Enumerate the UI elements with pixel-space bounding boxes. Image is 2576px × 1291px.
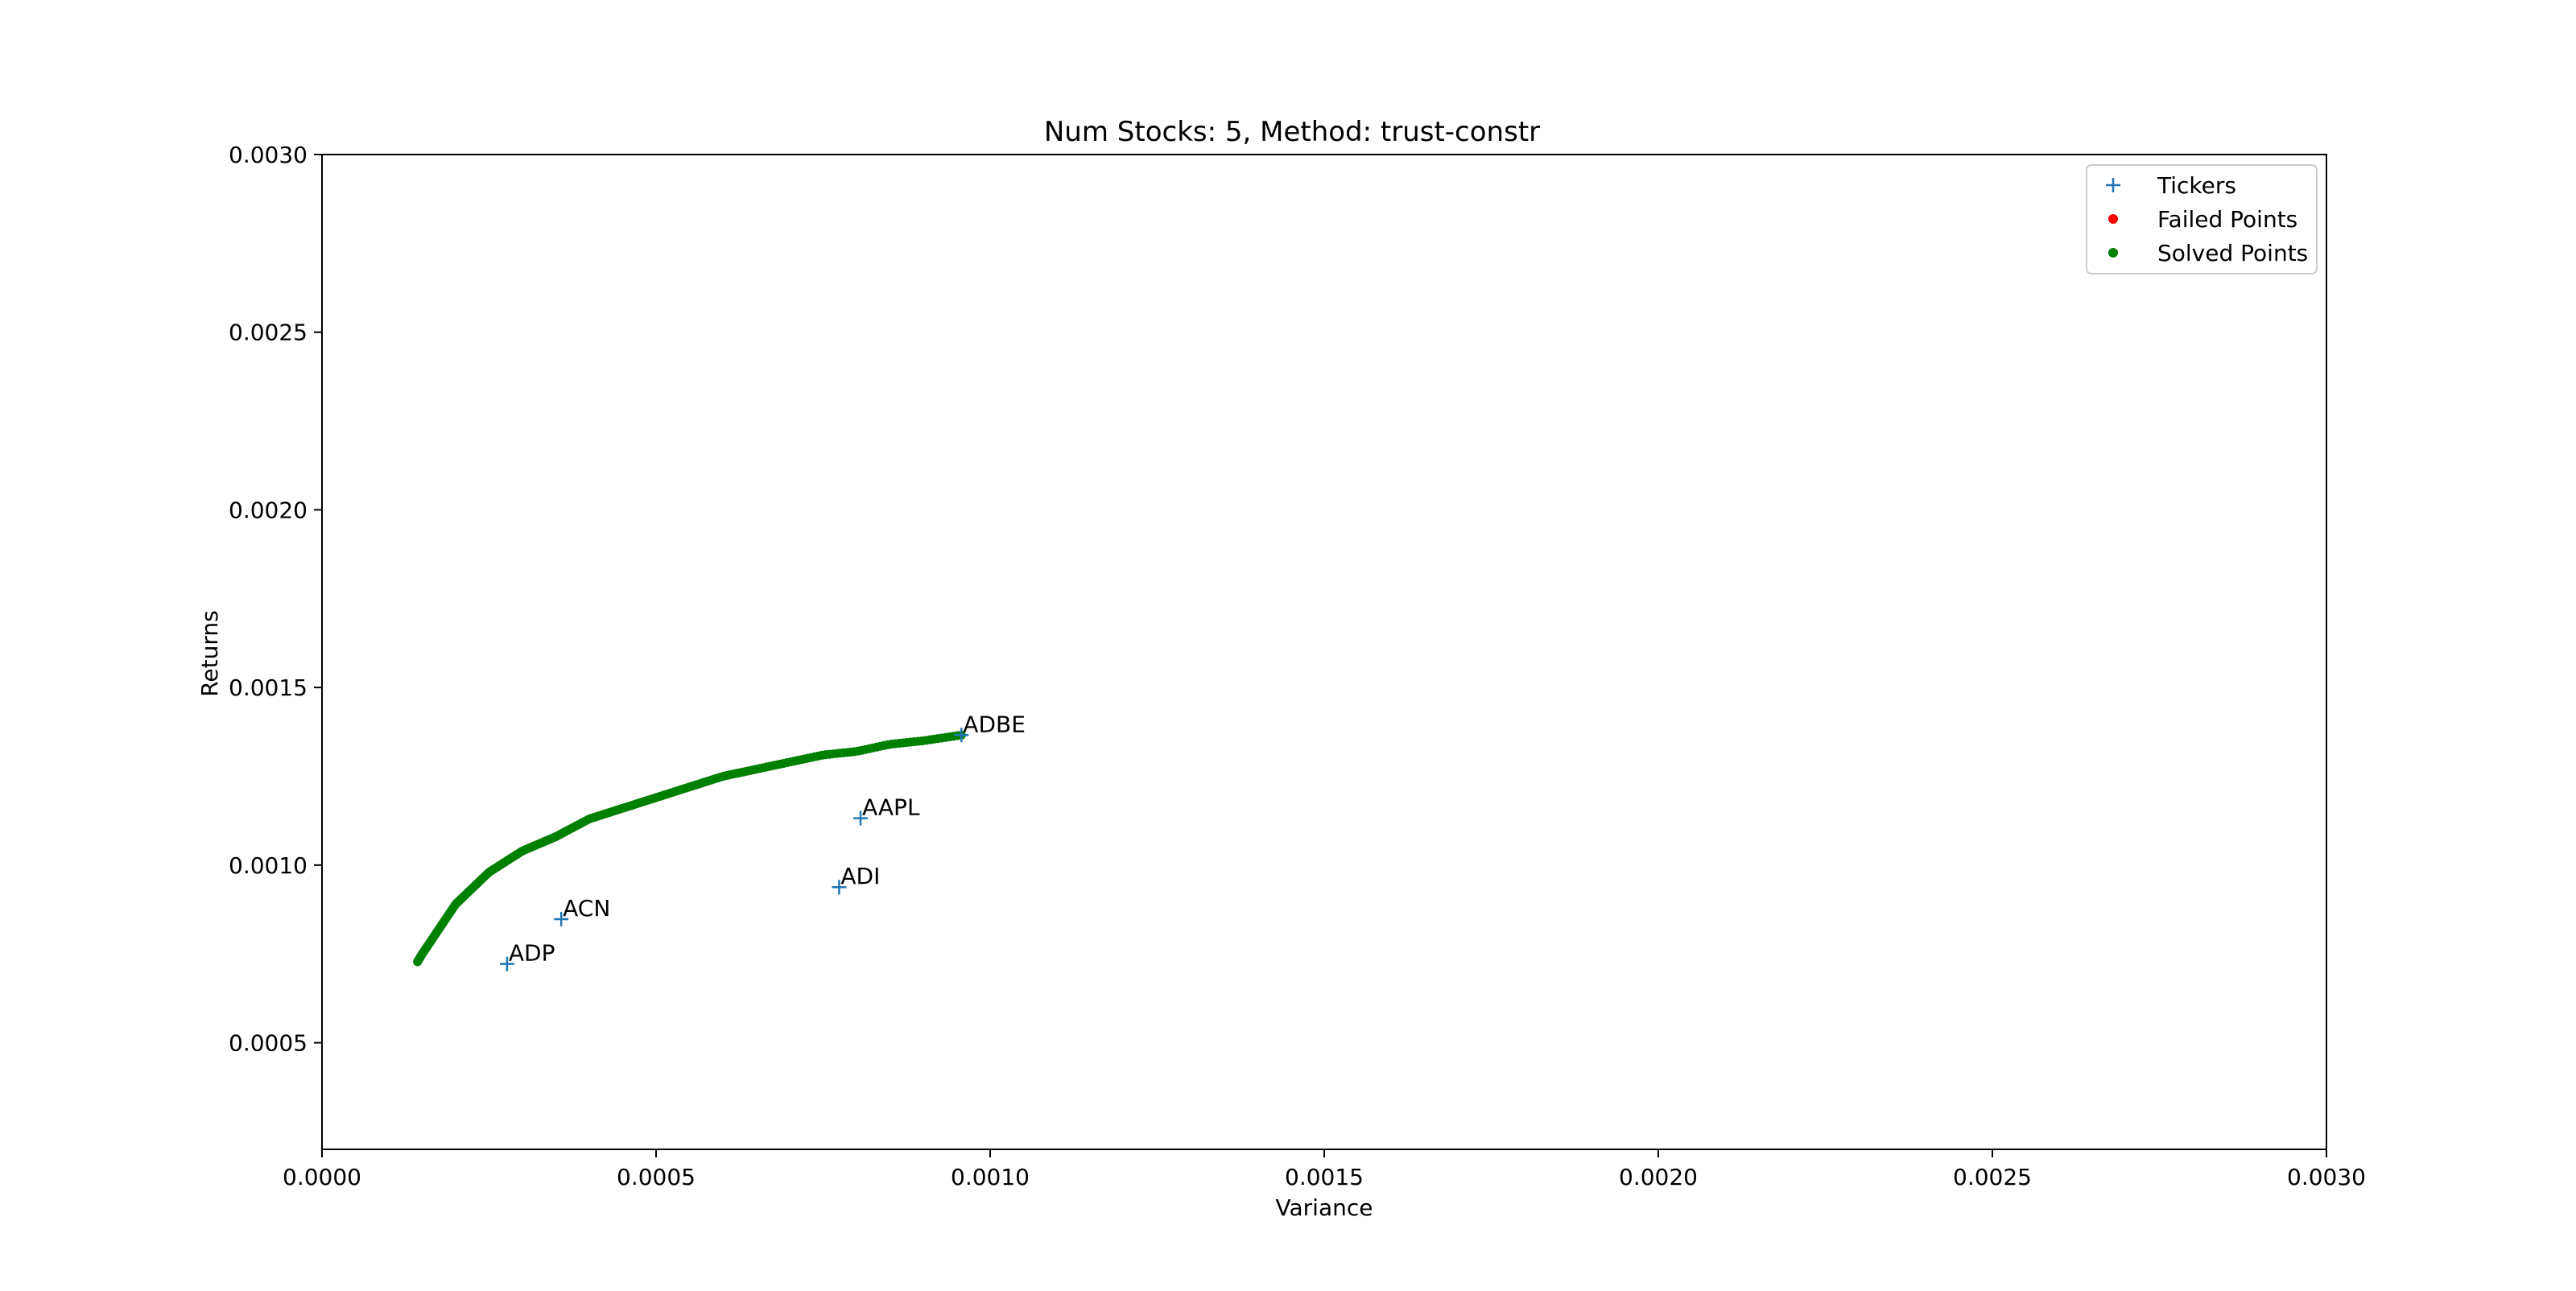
- x-axis-label: Variance: [1276, 1194, 1373, 1221]
- legend-label: Tickers: [2157, 172, 2236, 199]
- y-tick-label: 0.0020: [229, 497, 308, 523]
- ticker-label: AAPL: [862, 794, 920, 821]
- solved-points-layer: [413, 730, 966, 967]
- x-tick-label: 0.0020: [1619, 1164, 1698, 1190]
- x-tick-label: 0.0010: [951, 1164, 1030, 1190]
- y-axis-ticks: 0.0005 0.0010 0.0015 0.0020 0.0025 0.0030: [229, 142, 322, 1057]
- legend-dot-icon: [2108, 214, 2118, 224]
- x-tick-label: 0.0005: [617, 1164, 696, 1190]
- x-tick-label: 0.0015: [1285, 1164, 1364, 1190]
- ticker-label: ADP: [509, 940, 555, 967]
- chart-legend: Tickers Failed Points Solved Points: [2086, 164, 2318, 274]
- ticker-label: ACN: [563, 895, 610, 922]
- ticker-adbe: ADBE: [954, 711, 1026, 743]
- y-axis-label: Returns: [196, 610, 223, 697]
- legend-label: Solved Points: [2157, 240, 2308, 266]
- ticker-label: ADBE: [963, 711, 1026, 737]
- legend-label: Failed Points: [2157, 206, 2297, 233]
- ticker-adi: ADI: [832, 863, 880, 895]
- legend-entry: Solved Points: [2108, 240, 2308, 266]
- ticker-marker: [954, 728, 969, 743]
- y-tick-label: 0.0015: [229, 674, 308, 701]
- legend-entry: Tickers: [2106, 172, 2236, 199]
- ticker-acn: ACN: [554, 895, 610, 926]
- legend-plus-icon: [2106, 178, 2120, 192]
- legend-box: [2086, 164, 2318, 274]
- ticker-aapl: AAPL: [852, 794, 920, 826]
- legend-dot-icon: [2108, 248, 2118, 258]
- ticker-marker: [832, 880, 847, 895]
- x-tick-label: 0.0030: [2287, 1164, 2366, 1190]
- y-tick-label: 0.0030: [229, 142, 308, 168]
- ticker-adp: ADP: [499, 940, 555, 971]
- tickers-layer: AAPL ADBE ADI ACN ADP: [499, 711, 1026, 971]
- y-tick-label: 0.0005: [229, 1030, 308, 1057]
- plot-area-frame: [321, 154, 2327, 1150]
- ticker-marker: [852, 810, 868, 826]
- x-tick-label: 0.0025: [1953, 1164, 2032, 1190]
- ticker-label: ADI: [840, 863, 880, 889]
- chart-title: Num Stocks: 5, Method: trust-constr: [1044, 116, 1540, 148]
- ticker-marker: [499, 956, 514, 971]
- x-tick-label: 0.0000: [283, 1164, 361, 1190]
- y-tick-label: 0.0010: [229, 852, 308, 879]
- legend-entry: Failed Points: [2108, 206, 2297, 233]
- x-axis-ticks: 0.0000 0.0005 0.0010 0.0015 0.0020 0.0025 0.00…: [283, 1149, 2366, 1190]
- ticker-marker: [554, 911, 569, 926]
- y-tick-label: 0.0025: [229, 320, 308, 346]
